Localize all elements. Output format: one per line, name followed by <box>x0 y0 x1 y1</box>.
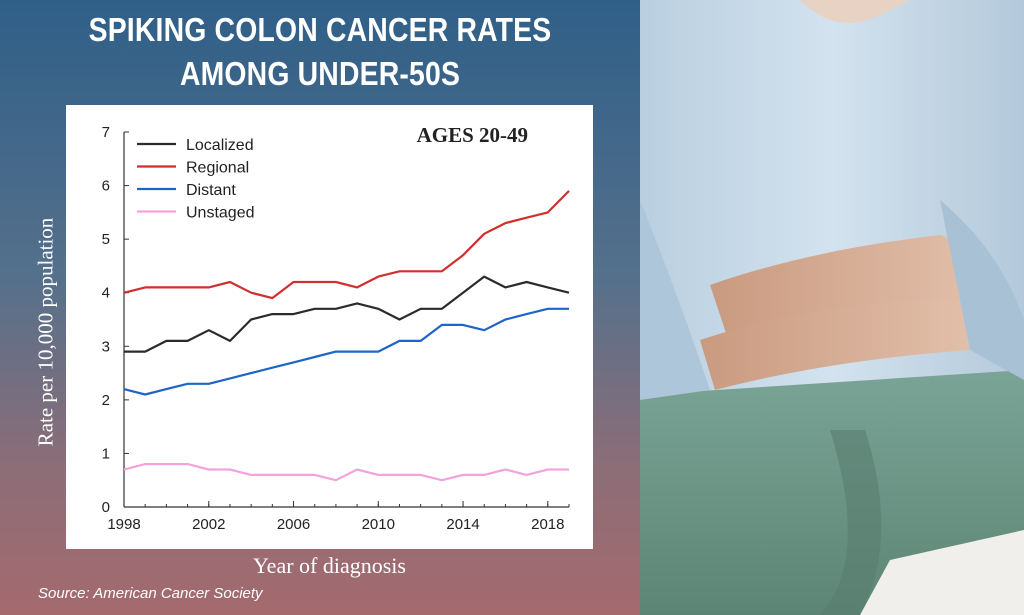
headline-line-1: SPIKING COLON CANCER RATES <box>88 11 552 48</box>
x-tick-label: 2006 <box>277 516 310 533</box>
series-line-unstaged <box>123 463 569 482</box>
right-sleeve <box>940 200 1024 380</box>
x-tick-label: 2010 <box>362 516 395 533</box>
legend-label-localized: Localized <box>186 137 254 154</box>
photo <box>640 0 1024 615</box>
line-chart: 0 1 2 3 4 5 6 7 1998 2002 2006 2010 2014 2018 Localiz… <box>102 123 570 533</box>
series-line-localized <box>124 275 570 353</box>
legend: Localized Regional Distant Unstaged <box>137 137 255 222</box>
x-tick-label: 2014 <box>446 516 479 533</box>
y-tick-label: 5 <box>102 231 110 248</box>
axes: 0 1 2 3 4 5 6 7 1998 2002 2006 2010 2014 2018 <box>102 124 570 533</box>
legend-label-distant: Distant <box>186 182 236 199</box>
x-tick-label: 2018 <box>531 516 564 533</box>
source-credit: Source: American Cancer Society <box>38 585 263 602</box>
x-axis-label: Year of diagnosis <box>253 553 406 578</box>
y-axis-label-text: Rate per 10,000 population <box>33 217 58 447</box>
x-tick-label: 2002 <box>192 516 225 533</box>
y-tick-label: 7 <box>102 124 110 141</box>
forearm-lower <box>700 300 970 390</box>
series-lines <box>123 190 570 482</box>
pants-crease <box>820 430 882 615</box>
infographic-panel: SPIKING COLON CANCER RATES AMONG UNDER-5… <box>0 0 640 615</box>
left-sleeve <box>640 200 710 400</box>
series-line-distant <box>123 307 569 396</box>
y-tick-label: 6 <box>102 178 110 195</box>
y-tick-label: 4 <box>102 285 110 302</box>
y-tick-label: 3 <box>102 338 110 355</box>
table-corner <box>860 530 1024 615</box>
person-holding-stomach-photo <box>640 0 1024 615</box>
neck <box>800 0 910 23</box>
y-tick-label: 0 <box>102 499 110 516</box>
legend-label-unstaged: Unstaged <box>186 205 255 222</box>
chart-title: AGES 20-49 <box>417 123 528 147</box>
headline-line-2: AMONG UNDER-50S <box>179 55 461 92</box>
x-tick-label: 1998 <box>107 516 140 533</box>
y-tick-label: 1 <box>102 445 110 462</box>
headline: SPIKING COLON CANCER RATES AMONG UNDER-5… <box>45 8 595 96</box>
forearm-upper <box>710 235 980 345</box>
legend-label-regional: Regional <box>186 160 249 177</box>
chart-card: 0 1 2 3 4 5 6 7 1998 2002 2006 2010 2014 2018 Localiz… <box>66 105 593 549</box>
y-tick-label: 2 <box>102 392 110 409</box>
series-line-regional <box>123 190 570 300</box>
